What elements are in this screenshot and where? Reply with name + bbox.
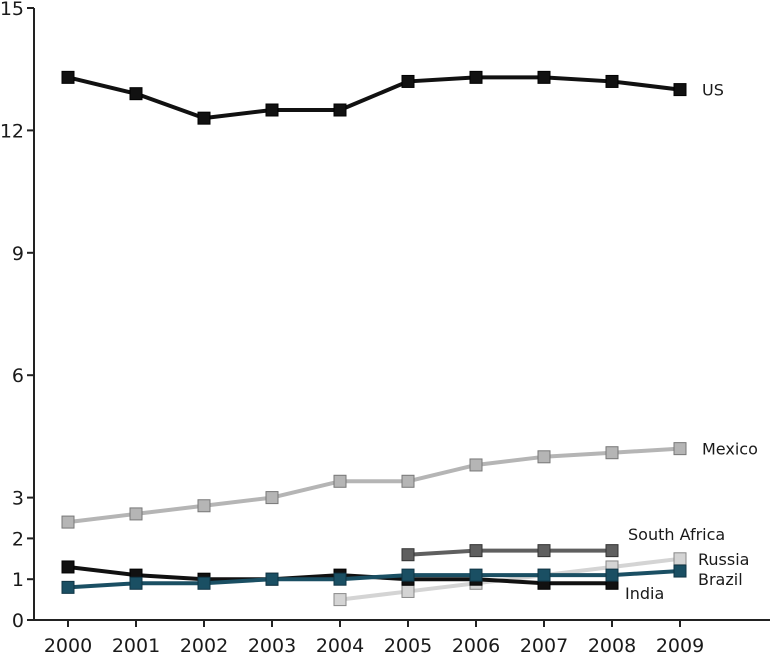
south-africa-line xyxy=(407,548,612,557)
x-tick-label: 2003 xyxy=(248,635,296,657)
mexico-marker xyxy=(401,474,415,488)
us-marker xyxy=(673,83,687,97)
mexico-marker xyxy=(61,515,75,529)
series-lines xyxy=(67,75,681,602)
y-tick-label: 1 xyxy=(12,569,24,591)
mexico-marker xyxy=(469,458,483,472)
brazil-marker xyxy=(469,568,483,582)
x-tick-label: 2008 xyxy=(588,635,636,657)
mexico-marker xyxy=(129,507,143,521)
brazil-label: Brazil xyxy=(698,570,743,589)
y-tick-label: 3 xyxy=(12,488,24,510)
brazil-marker xyxy=(61,580,75,594)
mexico-line xyxy=(67,446,681,525)
mexico-marker xyxy=(333,474,347,488)
x-tick-label: 2005 xyxy=(384,635,432,657)
brazil-marker xyxy=(197,576,211,590)
us-label: US xyxy=(702,81,724,100)
x-tick-label: 2000 xyxy=(44,635,92,657)
russia-marker xyxy=(401,584,415,598)
russia-marker xyxy=(333,593,347,607)
x-tick-label: 2002 xyxy=(180,635,228,657)
us-marker xyxy=(537,70,551,84)
brazil-marker xyxy=(265,572,279,586)
india-marker xyxy=(61,560,75,574)
south-africa-marker xyxy=(469,544,483,558)
us-line xyxy=(67,75,681,121)
mexico-label: Mexico xyxy=(702,440,758,459)
mexico-marker xyxy=(673,442,687,456)
brazil-marker xyxy=(333,572,347,586)
x-tick-label: 2004 xyxy=(316,635,364,657)
series-labels: US Mexico South Africa Russia India Brazil xyxy=(625,81,758,603)
brazil-marker xyxy=(129,576,143,590)
us-marker xyxy=(61,70,75,84)
russia-label: Russia xyxy=(698,550,749,569)
y-tick-label: 15 xyxy=(0,0,24,20)
india-label: India xyxy=(625,584,664,603)
y-tick-label: 2 xyxy=(12,528,24,550)
y-tick-label: 9 xyxy=(12,243,24,265)
us-marker xyxy=(265,103,279,117)
y-tick-label: 6 xyxy=(12,365,24,387)
x-tick-label: 2006 xyxy=(452,635,500,657)
russia-marker xyxy=(673,552,687,566)
y-tick-label: 12 xyxy=(0,120,24,142)
us-marker xyxy=(605,74,619,88)
brazil-marker xyxy=(605,568,619,582)
us-marker xyxy=(333,103,347,117)
mexico-marker xyxy=(605,446,619,460)
x-tick-label: 2007 xyxy=(520,635,568,657)
brazil-marker xyxy=(537,568,551,582)
south-africa-marker xyxy=(401,548,415,562)
x-tick-label: 2001 xyxy=(112,635,160,657)
us-marker xyxy=(129,87,143,101)
brazil-marker xyxy=(673,564,687,578)
mexico-marker xyxy=(537,450,551,464)
south-africa-label: South Africa xyxy=(628,525,725,544)
us-marker xyxy=(469,70,483,84)
mexico-marker xyxy=(197,499,211,513)
south-africa-marker xyxy=(605,544,619,558)
brazil-line xyxy=(67,569,681,590)
south-africa-marker xyxy=(537,544,551,558)
x-tick-label: 2009 xyxy=(656,635,704,657)
brazil-marker xyxy=(401,568,415,582)
series-markers xyxy=(61,70,687,607)
us-marker xyxy=(197,111,211,125)
mexico-marker xyxy=(265,491,279,505)
us-marker xyxy=(401,74,415,88)
russia-line xyxy=(339,556,681,602)
y-tick-label: 0 xyxy=(12,610,24,632)
